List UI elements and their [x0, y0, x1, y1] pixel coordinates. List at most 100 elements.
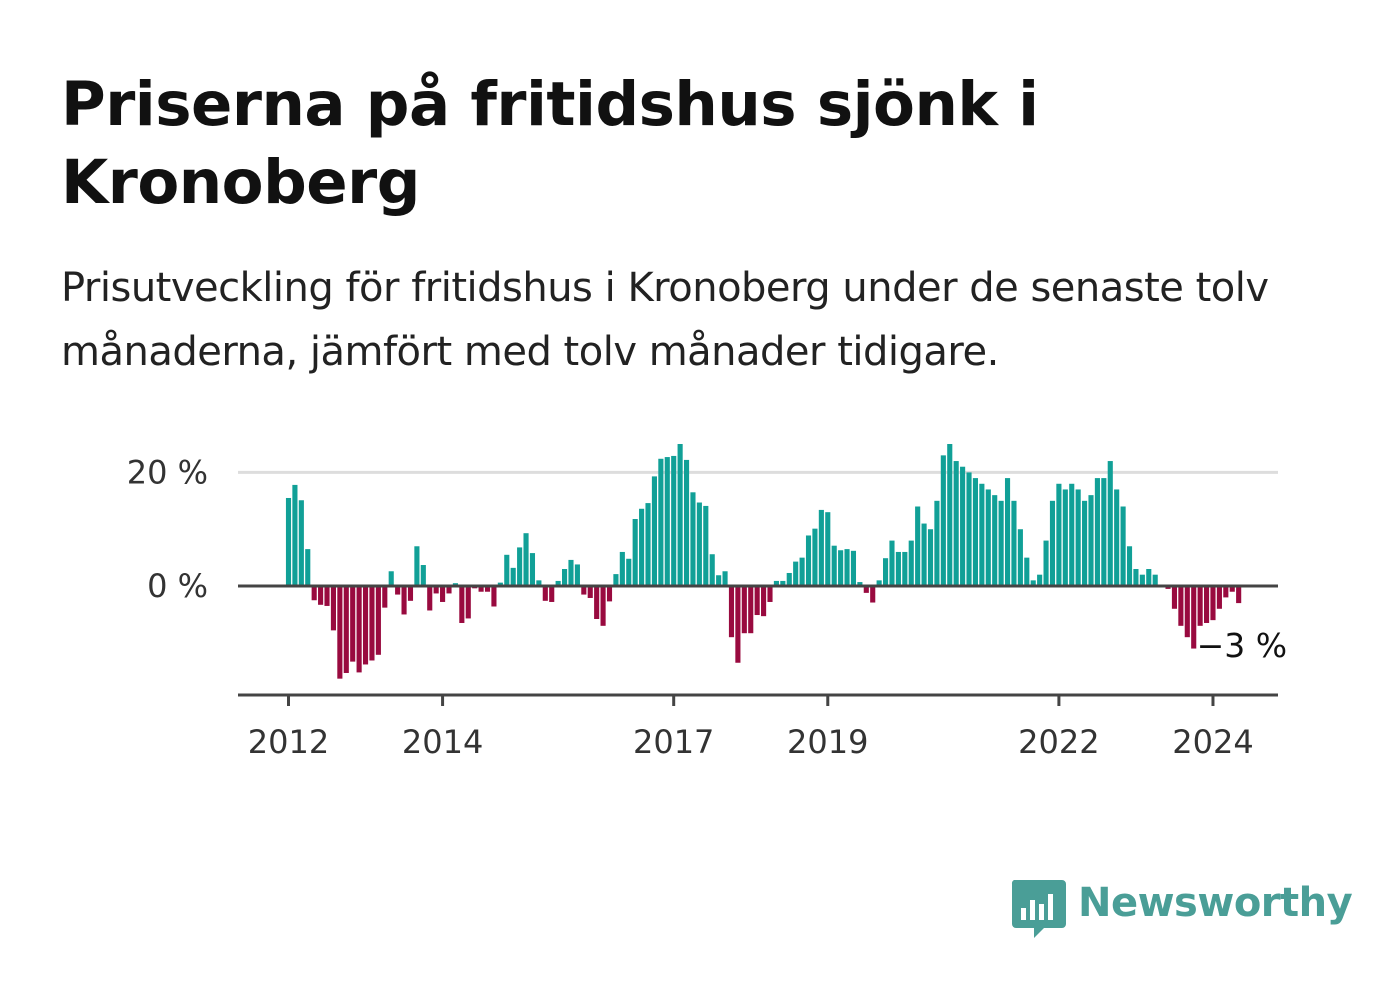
last-value-annotation: −3 % — [1197, 626, 1288, 665]
bar — [748, 586, 754, 634]
bar — [568, 559, 574, 587]
bar — [979, 483, 985, 587]
bar — [735, 586, 741, 663]
bar — [1126, 546, 1133, 587]
bar — [1191, 586, 1197, 649]
bar — [940, 455, 946, 587]
bar — [799, 557, 805, 587]
bar — [915, 506, 921, 587]
x-tick-label: 2012 — [248, 723, 329, 761]
bar — [793, 561, 799, 587]
bar — [536, 580, 542, 587]
bar — [639, 508, 645, 587]
bar — [645, 503, 651, 587]
bar — [382, 586, 388, 608]
bar — [1004, 478, 1011, 587]
bar — [427, 586, 433, 611]
bar — [722, 571, 728, 587]
bar — [1139, 574, 1145, 587]
bar — [1120, 506, 1126, 587]
bar — [1094, 478, 1100, 587]
bar — [998, 500, 1004, 587]
bar — [1101, 478, 1107, 587]
bar — [594, 586, 600, 619]
bar — [433, 586, 439, 594]
bar — [1017, 529, 1023, 587]
bar — [1171, 586, 1178, 609]
bar — [1236, 586, 1242, 604]
x-ticks: 2012 2014 2017 2019 2022 2024 — [248, 695, 1254, 761]
bar — [549, 586, 555, 602]
bar — [1204, 586, 1210, 623]
bar — [562, 569, 568, 587]
bar — [1069, 483, 1075, 587]
bar — [420, 565, 426, 587]
y-tick-labels: 0 % 20 % — [127, 453, 208, 605]
bar — [696, 502, 702, 587]
bar — [356, 586, 362, 673]
bar — [446, 586, 452, 594]
x-tick-label: 2019 — [787, 723, 868, 761]
bar-chart: 0 % 20 % 2012 2014 2017 2019 2022 2024 −3 % — [127, 444, 1288, 761]
brand-name: Newsworthy — [1078, 880, 1353, 926]
bar — [542, 586, 548, 601]
bar — [883, 558, 889, 587]
bar — [651, 476, 657, 587]
bar — [523, 533, 529, 587]
bar — [953, 461, 959, 587]
x-tick-label: 2017 — [633, 723, 714, 761]
bar — [1011, 500, 1017, 587]
bar — [1178, 586, 1184, 626]
bar — [1030, 580, 1036, 587]
bar — [1075, 489, 1081, 587]
bar — [581, 586, 587, 595]
bar — [555, 580, 561, 587]
bar — [1229, 586, 1235, 592]
bar — [716, 575, 722, 587]
bar — [1024, 557, 1030, 587]
bar — [407, 586, 414, 601]
bar — [966, 472, 972, 587]
bar — [1037, 574, 1043, 587]
bar — [761, 586, 767, 617]
bar — [838, 550, 844, 587]
bar — [337, 586, 343, 679]
bar — [318, 586, 324, 605]
bar — [825, 512, 831, 587]
chart-subtitle: Prisutveckling för fritidshus i Kronober… — [61, 265, 1269, 375]
bar — [491, 586, 497, 607]
bar — [574, 564, 580, 587]
bar — [497, 582, 503, 587]
bar — [1062, 489, 1068, 587]
brand-logo: Newsworthy — [1010, 876, 1353, 942]
bar — [992, 495, 998, 587]
bar — [414, 546, 420, 587]
bar — [305, 549, 311, 587]
bar — [510, 567, 516, 587]
bar — [786, 572, 792, 587]
bar — [619, 551, 625, 587]
bar — [1049, 500, 1056, 587]
bar — [1146, 569, 1152, 587]
bar — [927, 529, 934, 587]
bar — [812, 528, 818, 587]
bar — [1088, 495, 1094, 587]
bar — [780, 580, 786, 587]
x-tick-label: 2022 — [1018, 723, 1099, 761]
bar — [709, 554, 715, 587]
bar — [876, 580, 882, 587]
bar — [292, 484, 298, 587]
bar — [863, 586, 869, 593]
bar — [484, 586, 491, 592]
bar — [754, 586, 760, 616]
x-tick-label: 2024 — [1172, 723, 1253, 761]
bar — [375, 586, 381, 655]
bar — [1107, 461, 1113, 587]
bar — [529, 553, 536, 587]
bar — [831, 545, 837, 587]
bar — [1216, 586, 1222, 609]
bar — [985, 489, 991, 587]
bar — [773, 580, 779, 587]
bar — [343, 586, 349, 673]
bar — [895, 551, 901, 587]
